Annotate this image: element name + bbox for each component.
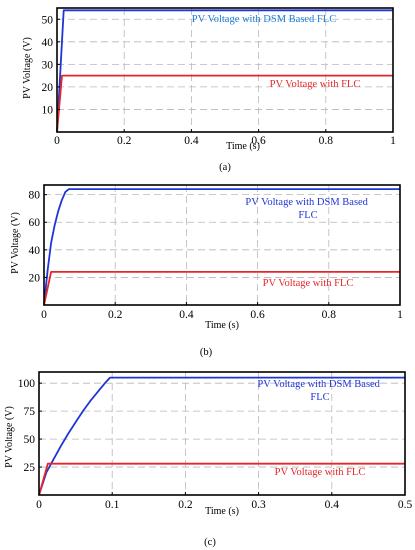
x-tick-label: 0.4 (179, 309, 194, 321)
x-tick-label: 0.5 (398, 499, 413, 511)
y-tick-label: 80 (29, 190, 41, 202)
series-label-dsm-line1: PV Voltage with DSM Based (245, 197, 368, 208)
x-tick-label: 0.6 (251, 135, 266, 147)
x-axis-label: Time (s) (226, 141, 260, 152)
plot-area: 0 0.2 0.4 0.6 0.8 1 10 20 30 40 50 (42, 7, 396, 147)
x-tick-label: 0.2 (108, 309, 123, 321)
x-tick-label: 0.1 (105, 499, 120, 511)
series-label-dsm-line1: PV Voltage with DSM Based (257, 379, 380, 390)
x-tick-label: 0.8 (319, 135, 334, 147)
axes-frame (38, 371, 406, 496)
series-label-dsm-line2: FLC (310, 392, 329, 403)
panel-caption: (a) (219, 162, 231, 173)
x-axis-label: Time (s) (205, 320, 239, 331)
series-line-dsm (56, 9, 393, 133)
y-tick-label: 75 (24, 406, 36, 418)
series-label-dsm-line2: FLC (298, 210, 317, 221)
series-label-dsm: PV Voltage with DSM Based FLC (257, 379, 382, 403)
y-tick-label: 100 (18, 378, 36, 390)
x-tick-label: 0.3 (251, 499, 266, 511)
axes-frame (56, 7, 394, 133)
y-tick-label: 60 (29, 217, 41, 229)
x-tick-label: 1 (397, 309, 403, 321)
y-axis-label: PV Voltage (V) (4, 406, 15, 468)
y-tick-label: 40 (29, 245, 41, 257)
series-label-flc: PV Voltage with FLC (263, 278, 354, 289)
x-tick-label: 0 (36, 499, 42, 511)
y-tick-label: 20 (29, 272, 41, 284)
y-tick-label: 50 (24, 434, 36, 446)
x-tick-label: 0 (54, 135, 60, 147)
x-tick-label: 0.2 (178, 499, 193, 511)
y-tick-label: 50 (42, 14, 54, 26)
x-axis-label: Time (s) (205, 506, 239, 517)
x-tick-label: 0 (41, 309, 47, 321)
series-line-flc (43, 270, 400, 306)
series-line-flc (38, 462, 405, 496)
series-label-flc: PV Voltage with FLC (275, 467, 366, 478)
series-label-dsm: PV Voltage with DSM Based FLC (245, 197, 370, 221)
y-tick-label: 30 (42, 59, 54, 71)
x-tick-label: 0.4 (325, 499, 340, 511)
y-tick-label: 10 (42, 104, 54, 116)
y-axis-label: PV Voltage (V) (22, 37, 33, 99)
y-axis-label: PV Voltage (V) (10, 212, 21, 274)
series-line-dsm (38, 376, 405, 496)
x-tick-label: 0.2 (117, 135, 132, 147)
y-tick-label: 25 (24, 462, 36, 474)
series-line-flc (56, 74, 393, 133)
x-tick-label: 0.6 (250, 309, 265, 321)
chart-panel-c: 0 0.1 0.2 0.3 0.4 0.5 25 50 75 100 PV Voltage (V)… (4, 371, 413, 548)
series-label-dsm: PV Voltage with DSM Based FLC (192, 14, 336, 25)
x-tick-label: 0.4 (184, 135, 199, 147)
panel-caption: (c) (204, 537, 216, 548)
panel-caption: (b) (200, 347, 213, 358)
y-tick-label: 40 (42, 37, 54, 49)
series-line-dsm (43, 188, 400, 306)
x-tick-label: 1 (390, 135, 396, 147)
plot-area: 0 0.1 0.2 0.3 0.4 0.5 25 50 75 100 (18, 371, 413, 511)
plot-area: 0 0.2 0.4 0.6 0.8 1 20 40 60 80 (29, 184, 403, 321)
x-tick-label: 0.8 (322, 309, 337, 321)
series-label-flc: PV Voltage with FLC (270, 79, 361, 90)
chart-panel-b: 0 0.2 0.4 0.6 0.8 1 20 40 60 80 PV Voltage (V) Ti… (10, 184, 403, 358)
axes-frame (43, 184, 401, 306)
y-tick-label: 20 (42, 82, 54, 94)
